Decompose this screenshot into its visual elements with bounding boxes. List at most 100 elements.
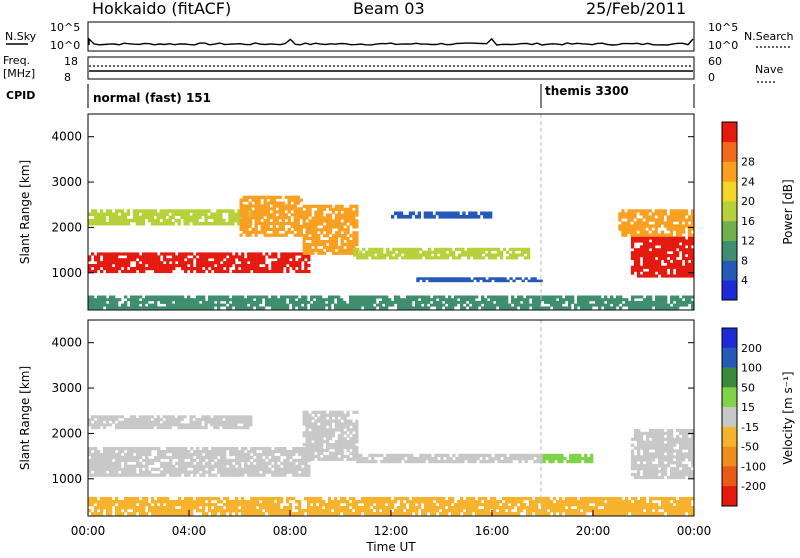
data-cell (328, 301, 331, 304)
data-cell (216, 219, 219, 223)
data-cell (311, 234, 314, 237)
data-cell (255, 199, 258, 202)
data-cell (199, 304, 202, 307)
data-cell (670, 212, 673, 215)
data-cell (550, 301, 553, 304)
data-cell (630, 224, 633, 227)
data-cell (466, 503, 469, 506)
data-cell (300, 207, 303, 210)
data-cell (391, 215, 394, 219)
data-cell (403, 301, 406, 304)
data-cell (664, 438, 667, 441)
data-cell (163, 213, 166, 217)
data-cell (332, 431, 335, 434)
data-cell (268, 497, 271, 500)
data-cell (367, 509, 370, 512)
data-cell (163, 252, 166, 255)
data-cell (163, 270, 166, 273)
data-cell (205, 471, 208, 474)
data-cell (253, 447, 256, 450)
data-cell (323, 234, 326, 237)
data-cell (247, 264, 250, 267)
data-cell (661, 234, 664, 237)
data-cell (274, 468, 277, 471)
data-cell (292, 298, 295, 301)
data-cell (410, 251, 413, 254)
data-cell (664, 298, 667, 301)
data-cell (112, 301, 115, 304)
data-cell (631, 461, 634, 464)
data-cell (461, 251, 464, 254)
data-cell (637, 438, 640, 441)
data-cell (508, 506, 511, 509)
data-cell (379, 301, 382, 304)
data-cell (331, 298, 334, 301)
data-cell (574, 306, 577, 309)
data-cell (634, 461, 637, 464)
data-cell (223, 471, 226, 474)
data-cell (130, 258, 133, 261)
data-cell (355, 306, 358, 309)
data-cell (442, 304, 445, 307)
data-cell (556, 296, 559, 299)
data-cell (685, 263, 688, 266)
data-cell (412, 497, 415, 500)
data-cell (181, 468, 184, 471)
data-cell (295, 465, 298, 468)
data-cell (577, 296, 580, 299)
data-cell (198, 418, 201, 421)
data-cell (673, 263, 676, 266)
data-cell (328, 506, 331, 509)
data-cell (265, 500, 268, 503)
data-cell (634, 473, 637, 476)
data-cell (646, 272, 649, 275)
data-cell (646, 306, 649, 309)
data-cell (285, 213, 288, 216)
data-cell (241, 306, 244, 309)
data-cell (404, 460, 407, 463)
data-cell (190, 421, 193, 424)
data-cell (310, 509, 313, 512)
data-cell (509, 277, 512, 280)
data-cell (370, 512, 373, 515)
data-cell (166, 415, 169, 418)
data-cell (676, 212, 679, 215)
data-cell (661, 470, 664, 473)
data-cell (317, 434, 320, 437)
data-cell (311, 219, 314, 222)
data-cell (358, 500, 361, 503)
data-cell (323, 458, 326, 461)
data-cell (106, 252, 109, 255)
data-cell (370, 497, 373, 500)
data-cell (121, 506, 124, 509)
data-cell (124, 506, 127, 509)
data-cell (253, 453, 256, 456)
data-cell (322, 509, 325, 512)
data-cell (685, 473, 688, 476)
data-cell (187, 453, 190, 456)
data-cell (244, 453, 247, 456)
data-cell (646, 432, 649, 435)
data-cell (298, 258, 301, 261)
data-cell (136, 462, 139, 465)
data-cell (403, 306, 406, 309)
data-cell (329, 428, 332, 431)
data-cell (580, 296, 583, 299)
data-cell (124, 222, 127, 226)
data-cell (286, 304, 289, 307)
data-cell (142, 465, 145, 468)
data-cell (502, 298, 505, 301)
data-cell (246, 234, 249, 237)
data-cell (259, 306, 262, 309)
data-cell (205, 255, 208, 258)
data-cell (682, 467, 685, 470)
data-cell (661, 257, 664, 260)
data-cell (297, 213, 300, 216)
data-cell (475, 512, 478, 515)
data-cell (512, 454, 515, 457)
data-cell (193, 506, 196, 509)
data-cell (446, 248, 449, 251)
data-cell (169, 465, 172, 468)
data-cell (175, 296, 178, 299)
data-cell (397, 301, 400, 304)
